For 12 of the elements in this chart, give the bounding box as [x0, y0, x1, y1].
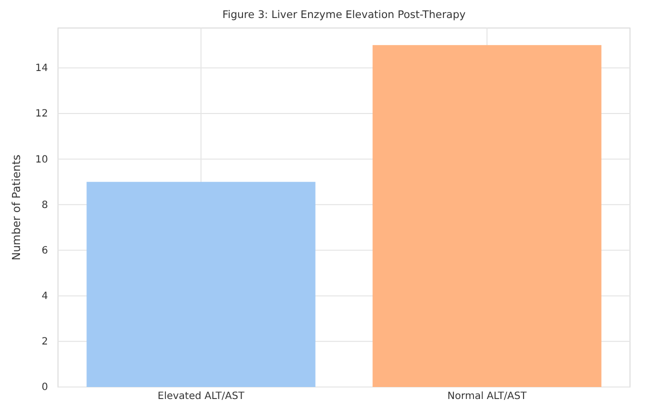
y-tick-label: 12 [35, 108, 48, 120]
y-tick-label: 8 [42, 200, 48, 211]
chart-title: Figure 3: Liver Enzyme Elevation Post-Therapy [222, 9, 466, 21]
y-tick-label: 10 [35, 154, 48, 166]
y-tick-label: 6 [42, 245, 48, 256]
y-tick-label: 2 [42, 336, 48, 348]
y-axis-title: Number of Patients [10, 154, 23, 260]
y-tick-label: 0 [42, 382, 48, 394]
x-tick-label: Elevated ALT/AST [158, 391, 246, 402]
y-tick-label: 14 [35, 63, 48, 74]
x-tick-label: Normal ALT/AST [447, 391, 528, 402]
y-tick-label: 4 [42, 291, 48, 302]
